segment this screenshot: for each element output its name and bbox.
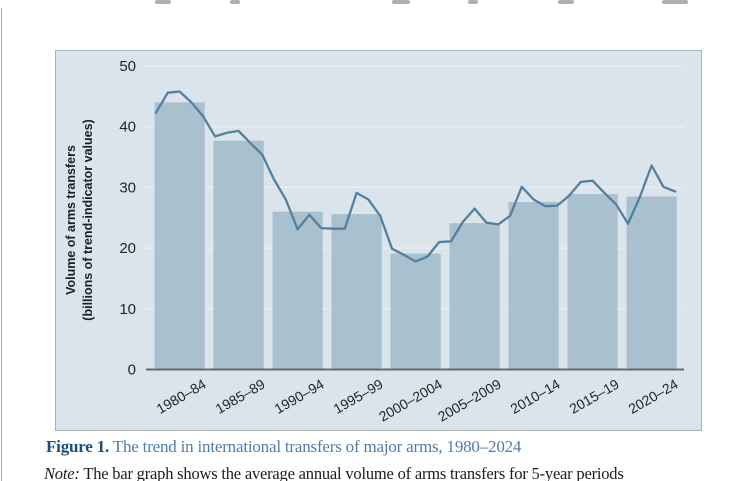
figure-note: Note: The bar graph shows the average an… (44, 464, 739, 481)
bar (213, 140, 264, 370)
caption-label: Figure 1. (46, 437, 110, 456)
trend-line (154, 90, 677, 263)
y-tick-label: 50 (119, 58, 136, 75)
y-tick-label: 0 (128, 362, 136, 379)
clipped-text-remnant (558, 0, 574, 4)
y-tick-label: 20 (119, 240, 136, 257)
x-tick-label: 1980–84 (153, 376, 208, 417)
y-tick-label: 30 (119, 179, 136, 196)
x-tick-label: 2010–14 (507, 376, 562, 417)
bar (626, 196, 677, 370)
note-text: The bar graph shows the average annual v… (83, 464, 624, 481)
bar (154, 102, 205, 370)
figure-panel: 0 10 20 30 40 50 1980–84 1985–89 1990–94 1995–99 2… (55, 50, 702, 431)
clipped-text-remnant (468, 0, 478, 4)
y-axis-title-line1: Volume of arms transfers (64, 145, 78, 295)
bar (390, 253, 441, 370)
caption-title: The trend in international transfers of … (112, 437, 522, 456)
x-tick-label: 2000–2004 (376, 376, 445, 425)
y-axis-title-line2: (billions of trend-indicator values) (80, 119, 95, 321)
clipped-text-remnant (392, 0, 410, 4)
clipped-text-remnant (230, 0, 240, 4)
bar (272, 211, 323, 370)
clipped-text-remnant (662, 0, 688, 4)
y-tick-label: 40 (119, 119, 136, 136)
clipped-text-remnant (155, 0, 171, 4)
figure-caption: Figure 1. The trend in international tra… (46, 437, 726, 457)
page-edge-line (1, 8, 2, 481)
bar (567, 194, 618, 370)
x-tick-label: 2005–2009 (435, 376, 504, 425)
x-tick-label: 2020–24 (625, 376, 680, 417)
bar (331, 214, 382, 370)
x-tick-label: 1990–94 (271, 376, 326, 417)
y-tick-label: 10 (119, 301, 136, 318)
x-tick-label: 2015–19 (566, 376, 621, 417)
bar (508, 202, 559, 370)
note-label: Note: (44, 464, 80, 481)
x-tick-label: 1985–89 (212, 376, 267, 417)
y-axis-title: Volume of arms transfers (billions of tr… (63, 50, 101, 390)
bar (449, 223, 500, 370)
